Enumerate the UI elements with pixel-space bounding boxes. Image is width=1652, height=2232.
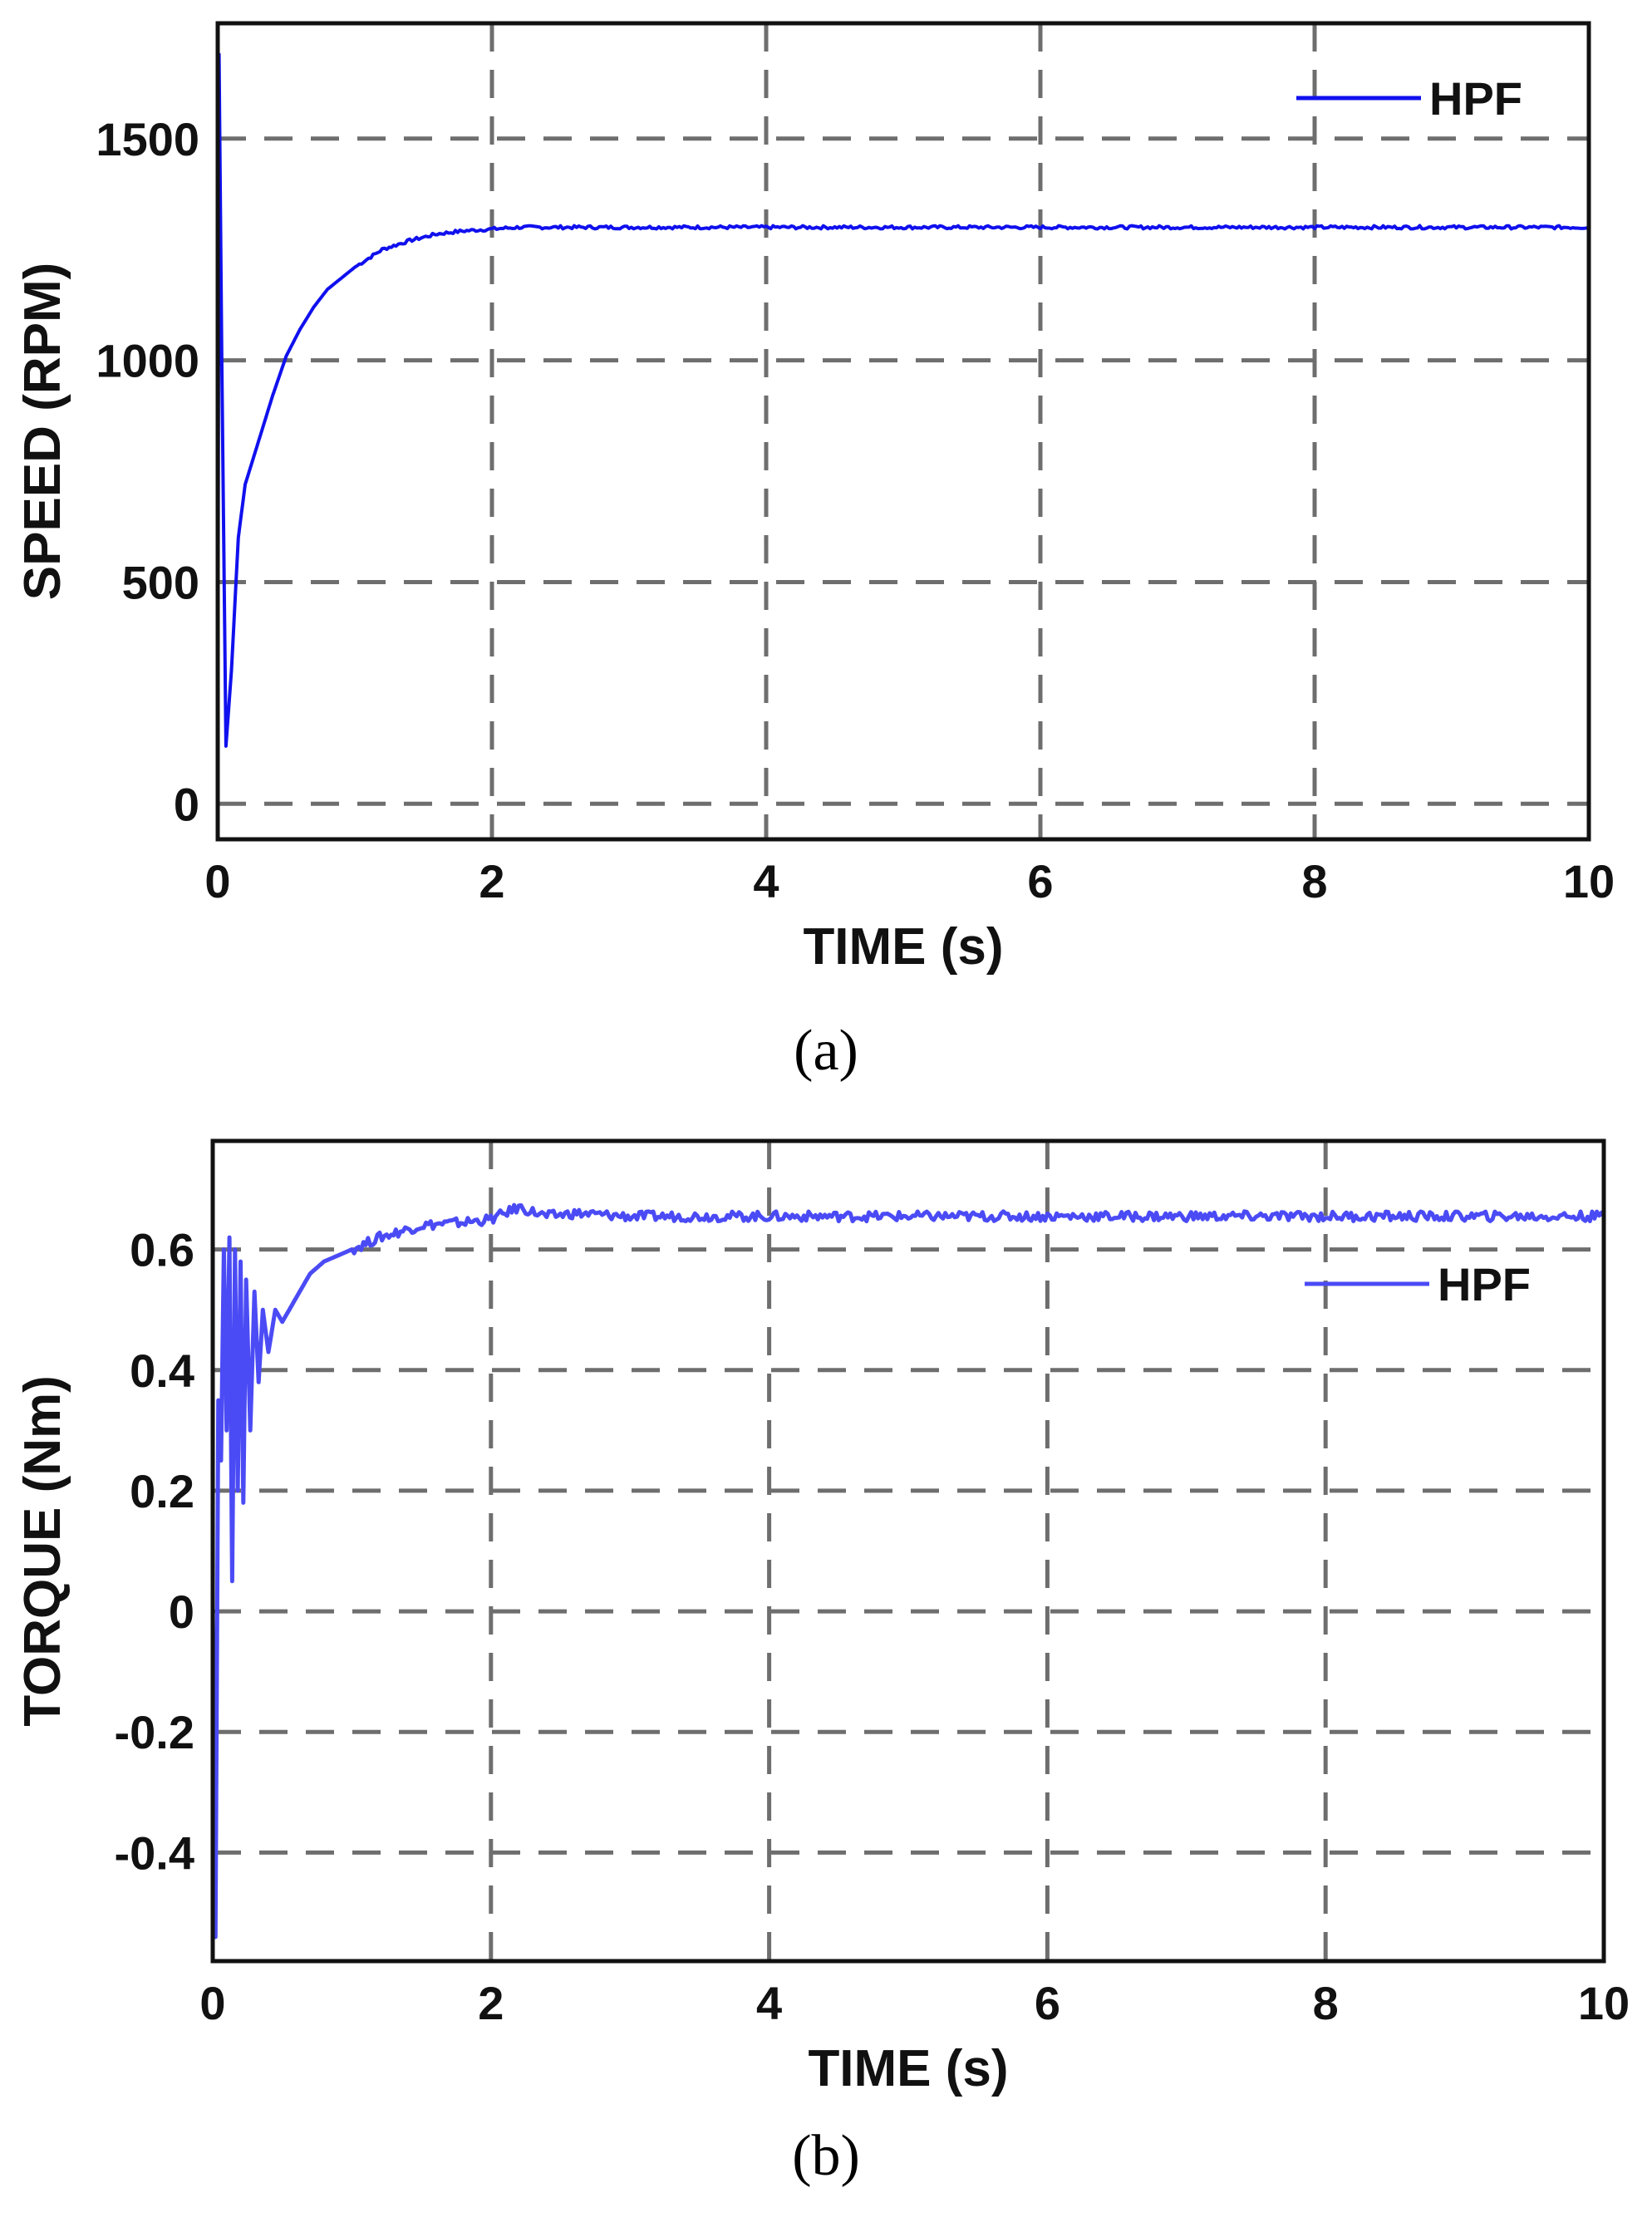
x-tick-label: 4 bbox=[756, 1977, 782, 2029]
legend-label: HPF bbox=[1429, 72, 1522, 125]
x-axis-label: TIME (s) bbox=[808, 2040, 1008, 2097]
x-tick-label: 4 bbox=[753, 855, 779, 907]
panel-caption-a: (a) bbox=[794, 1019, 858, 1083]
plot-frame bbox=[215, 21, 1591, 842]
x-tick-label: 0 bbox=[199, 1977, 225, 2029]
y-tick-label: 0.6 bbox=[130, 1224, 194, 1276]
legend-label: HPF bbox=[1438, 1258, 1531, 1310]
x-tick-label: 2 bbox=[478, 1977, 504, 2029]
speed-chart: 0 2 4 6 8 10 0 500 1000 1500 TIME (s) SPEED (RPM) HP… bbox=[14, 21, 1615, 976]
y-tick-label: -0.2 bbox=[115, 1706, 195, 1758]
x-tick-label: 6 bbox=[1035, 1977, 1060, 2029]
y-tick-label: 0 bbox=[174, 778, 199, 830]
x-tick-label: 6 bbox=[1027, 855, 1053, 907]
series-line-hpf bbox=[216, 52, 1590, 804]
y-tick-label: 500 bbox=[122, 556, 199, 608]
panel-caption-b: (b) bbox=[792, 2124, 860, 2188]
y-tick-label: 1000 bbox=[96, 335, 199, 387]
x-tick-label: 10 bbox=[1563, 855, 1615, 907]
y-tick-label: 0.4 bbox=[130, 1345, 194, 1397]
series-line-hpf bbox=[210, 1202, 1606, 1939]
y-tick-label: 0 bbox=[169, 1586, 194, 1638]
torque-chart: 0 2 4 6 8 10 -0.4 -0.2 0 0.2 0.4 0.6 TIME (s) TORQUE … bbox=[14, 1138, 1630, 2097]
x-tick-label: 8 bbox=[1301, 855, 1327, 907]
x-axis-label: TIME (s) bbox=[803, 918, 1003, 976]
x-tick-label: 0 bbox=[204, 855, 230, 907]
y-tick-label: -0.4 bbox=[115, 1826, 195, 1879]
plot-frame bbox=[210, 1138, 1606, 1964]
y-axis-label: SPEED (RPM) bbox=[14, 263, 71, 600]
x-tick-label: 2 bbox=[479, 855, 504, 907]
y-tick-label: 1500 bbox=[96, 113, 199, 165]
x-tick-label: 10 bbox=[1578, 1977, 1630, 2029]
y-tick-label: 0.2 bbox=[130, 1465, 194, 1517]
x-tick-label: 8 bbox=[1313, 1977, 1339, 2029]
y-axis-label: TORQUE (Nm) bbox=[14, 1375, 71, 1727]
